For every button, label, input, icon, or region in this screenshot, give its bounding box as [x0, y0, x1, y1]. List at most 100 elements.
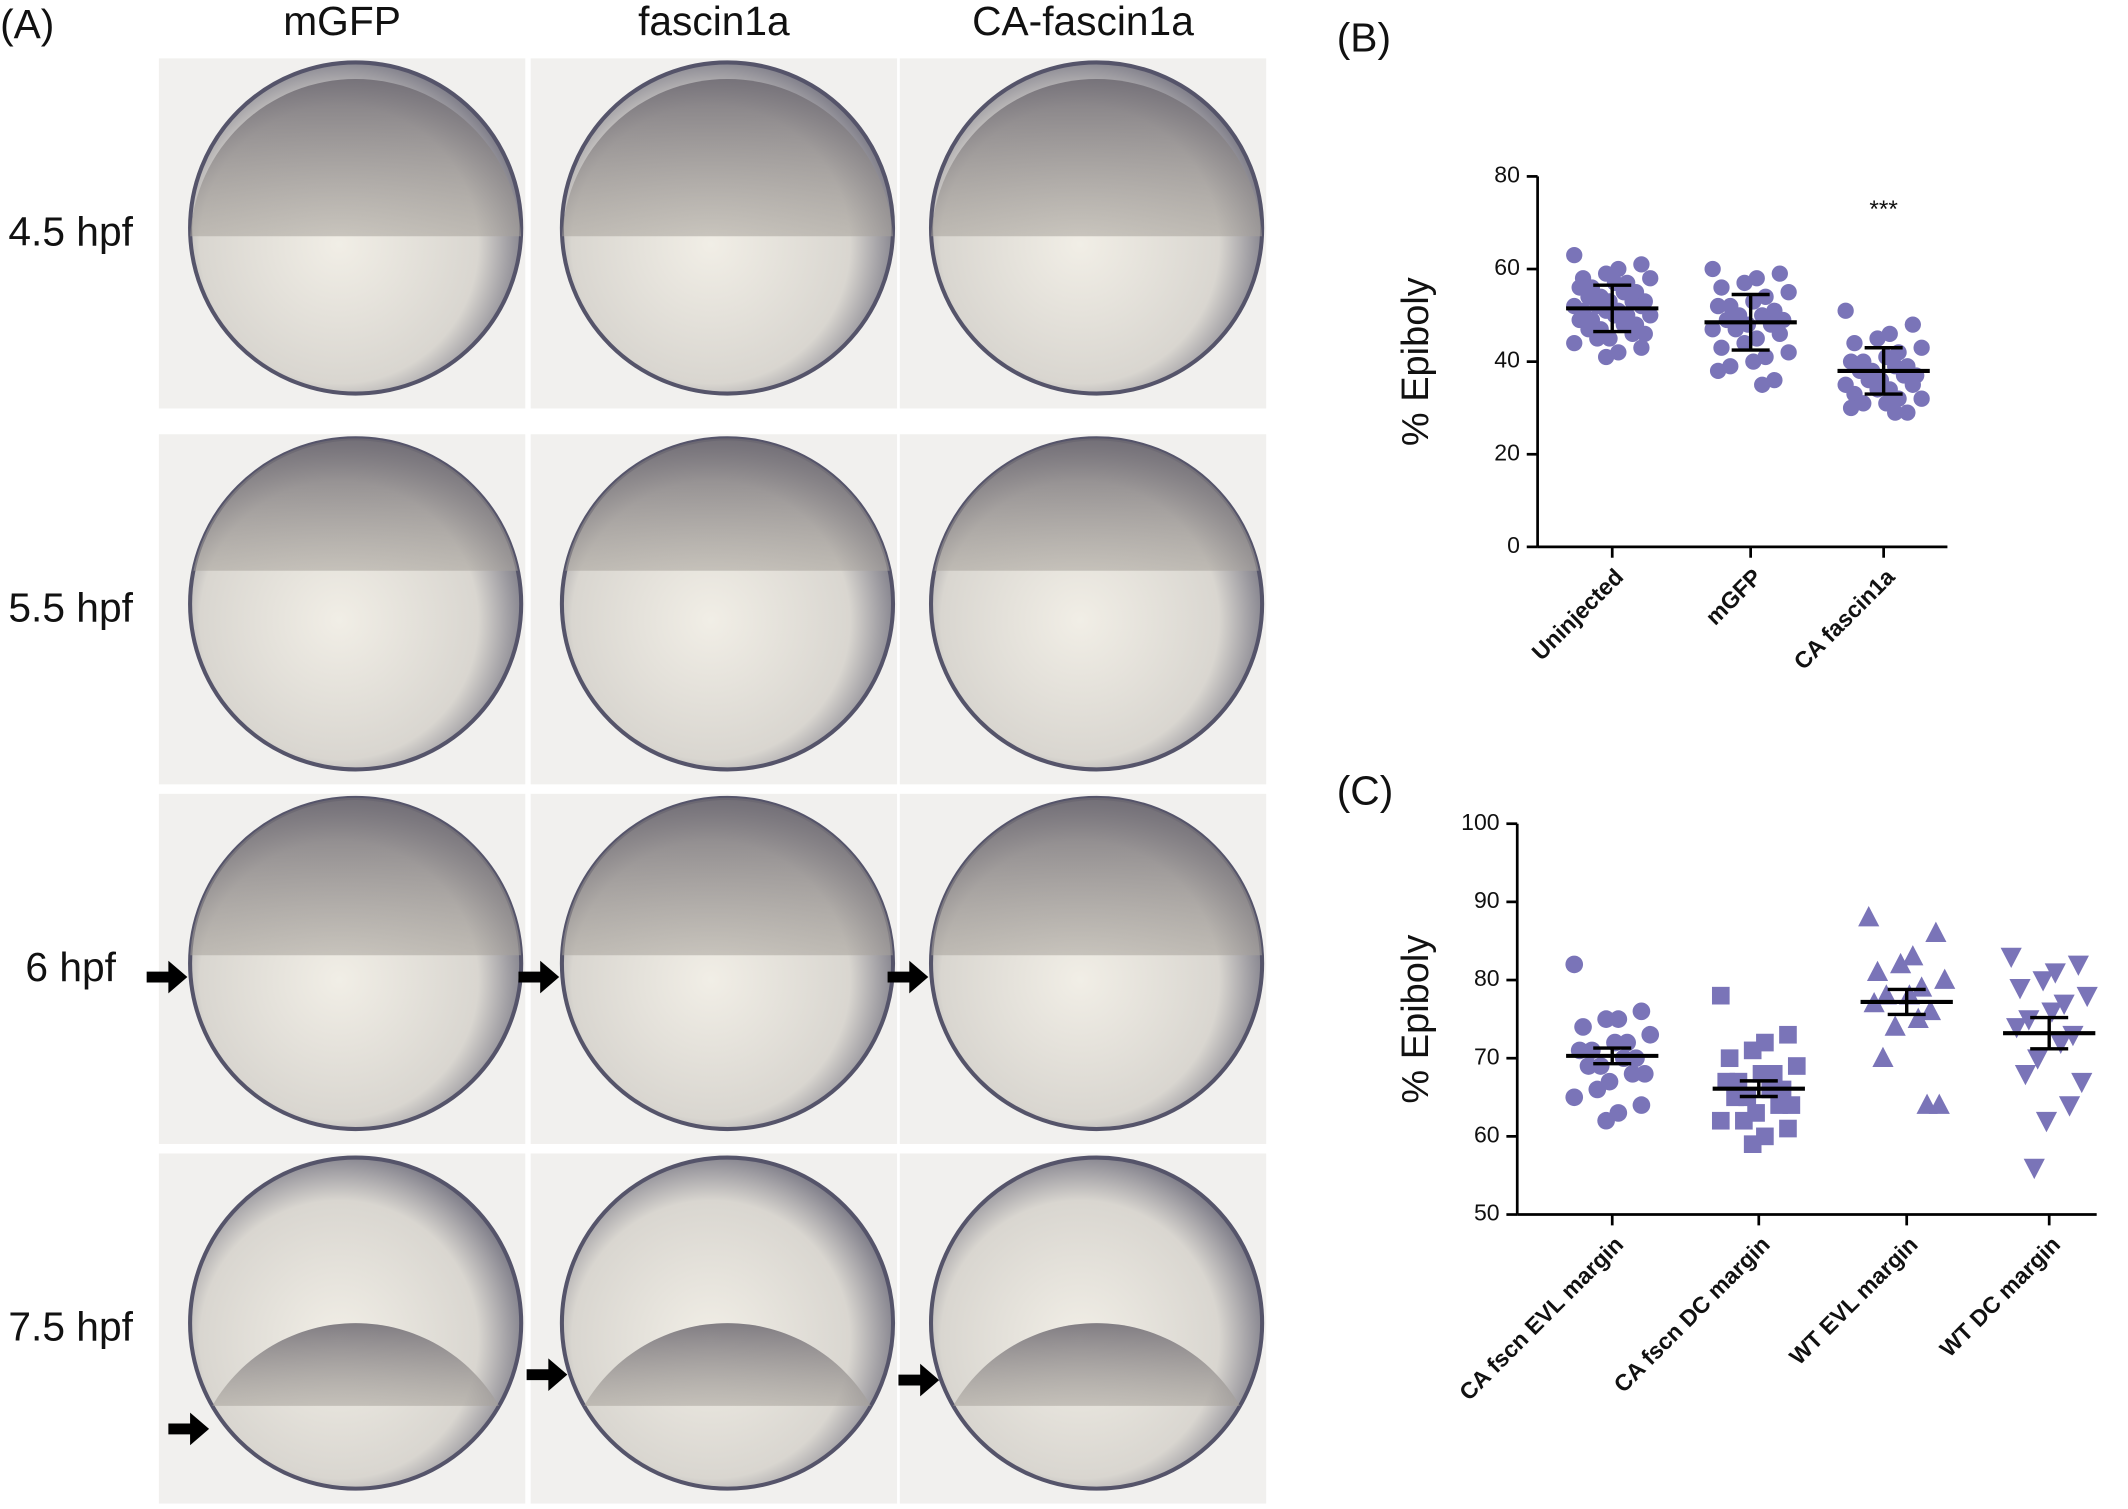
data-point	[1875, 984, 1897, 1005]
data-point	[1899, 404, 1916, 421]
column-label: mGFP	[283, 0, 401, 44]
data-point	[1566, 334, 1583, 352]
data-point	[1925, 921, 1947, 942]
blastoderm	[562, 78, 893, 237]
row-label: 6 hpf	[25, 944, 116, 990]
data-point	[1754, 376, 1771, 393]
data-point	[1623, 1065, 1642, 1083]
data-point	[1642, 307, 1659, 324]
data-point	[1934, 968, 1956, 989]
data-point	[2076, 986, 2098, 1008]
blastoderm	[562, 797, 893, 956]
blastoderm	[931, 797, 1262, 956]
row-label: 7.5 hpf	[8, 1304, 133, 1350]
data-point	[1727, 321, 1744, 338]
data-point	[1735, 1111, 1753, 1130]
data-point	[1743, 1041, 1762, 1060]
data-point	[1745, 353, 1762, 370]
data-point	[1913, 339, 1930, 356]
data-point	[1916, 1093, 1938, 1114]
data-point	[1610, 344, 1627, 361]
y-tick-label: 80	[1474, 965, 1500, 991]
data-point	[1641, 1025, 1660, 1044]
arrow	[887, 960, 929, 994]
data-point	[2053, 994, 2075, 1015]
data-point	[1904, 316, 1921, 333]
data-point	[1757, 288, 1774, 305]
blastoderm	[931, 78, 1262, 237]
y-tick-label: 60	[1494, 254, 1520, 280]
data-point	[2009, 979, 2031, 1000]
data-point	[1780, 344, 1797, 361]
data-point	[2058, 1096, 2081, 1117]
data-point	[1720, 1049, 1739, 1068]
x-tick-label: CA fscn DC margin	[1608, 1231, 1774, 1397]
column-label: fascin1a	[638, 0, 790, 44]
data-point	[1636, 325, 1653, 343]
row-label: 4.5 hpf	[8, 209, 133, 255]
data-point	[1898, 984, 1921, 1005]
data-point	[1709, 362, 1727, 380]
data-point	[2062, 1025, 2084, 1047]
arrow	[526, 1358, 568, 1391]
panel-label: (C)	[1337, 768, 1394, 814]
data-point	[2050, 1033, 2072, 1055]
data-point	[2071, 1072, 2093, 1094]
data-point	[2018, 1010, 2040, 1031]
panel-label: (B)	[1337, 14, 1391, 60]
data-point	[1635, 1065, 1654, 1083]
data-point	[1717, 1072, 1736, 1091]
data-point	[1566, 246, 1583, 264]
y-axis-label: % Epiboly	[1395, 277, 1437, 446]
data-point	[2027, 1049, 2049, 1070]
data-point	[1722, 358, 1739, 375]
data-point	[1633, 256, 1650, 273]
data-point	[1752, 1065, 1771, 1083]
x-tick-label: WT EVL margin	[1784, 1231, 1923, 1370]
data-point	[1787, 1057, 1806, 1075]
data-point	[1779, 1025, 1797, 1044]
data-point	[1913, 390, 1930, 407]
blastoderm	[953, 1323, 1240, 1406]
data-point	[1842, 399, 1860, 417]
data-point	[1770, 1096, 1788, 1114]
data-point	[1588, 1080, 1607, 1099]
row-label: 5.5 hpf	[8, 584, 133, 630]
data-point	[1609, 1010, 1628, 1028]
data-point	[1779, 1119, 1797, 1138]
blastoderm	[584, 1323, 871, 1406]
data-point	[1748, 330, 1765, 347]
data-point	[1709, 297, 1727, 315]
x-tick-label: mGFP	[1700, 563, 1766, 629]
data-point	[1748, 270, 1765, 287]
y-tick-label: 0	[1507, 532, 1520, 558]
data-point	[1704, 260, 1721, 278]
y-tick-label: 50	[1474, 1200, 1500, 1226]
data-point	[1627, 1049, 1645, 1068]
data-point	[1846, 334, 1863, 352]
data-point	[1884, 1015, 1906, 1036]
data-point	[2000, 947, 2022, 969]
data-point	[1565, 1088, 1584, 1107]
data-point	[1743, 1135, 1762, 1154]
y-tick-label: 70	[1474, 1043, 1500, 1069]
data-point	[1632, 1096, 1651, 1114]
significance: ***	[1869, 196, 1898, 223]
data-point	[2044, 963, 2066, 984]
blastoderm	[190, 797, 521, 956]
data-point	[1713, 279, 1730, 296]
y-tick-label: 80	[1494, 162, 1520, 188]
data-point	[1610, 260, 1627, 278]
y-tick-label: 40	[1494, 347, 1520, 373]
data-point	[1890, 952, 1912, 974]
data-point	[2041, 1002, 2063, 1023]
data-point	[1624, 325, 1641, 343]
data-point	[1736, 334, 1753, 352]
data-point	[1713, 339, 1730, 356]
data-point	[1907, 1007, 1929, 1028]
data-point	[2006, 1018, 2028, 1039]
data-point	[2032, 971, 2054, 992]
data-point	[2023, 1158, 2045, 1180]
data-point	[1601, 330, 1618, 347]
